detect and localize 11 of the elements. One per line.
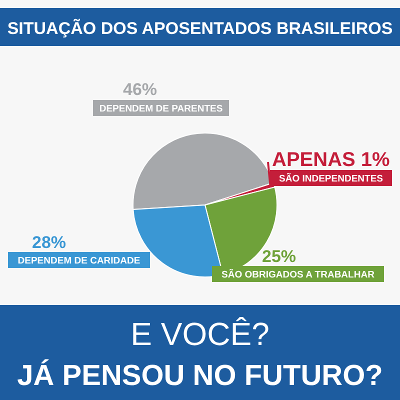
text: JÁ PENSOU NO FUTURO? <box>17 359 383 392</box>
slice-label: DEPENDEM DE PARENTES <box>99 104 223 114</box>
chart-title: SITUAÇÃO DOS APOSENTADOS BRASILEIROS <box>7 18 393 38</box>
data-label: APENAS 1% <box>272 149 390 171</box>
data-label: 28% <box>32 233 66 252</box>
slice-label: DEPENDEM DE CARIDADE <box>18 256 140 266</box>
text: E VOCÊ? <box>130 316 270 352</box>
data-label: 25% <box>262 247 296 266</box>
slice-label: SÃO INDEPENDENTES <box>279 172 383 184</box>
data-label: 46% <box>123 80 158 99</box>
slice-label: SÃO OBRIGADOS A TRABALHAR <box>222 268 375 280</box>
